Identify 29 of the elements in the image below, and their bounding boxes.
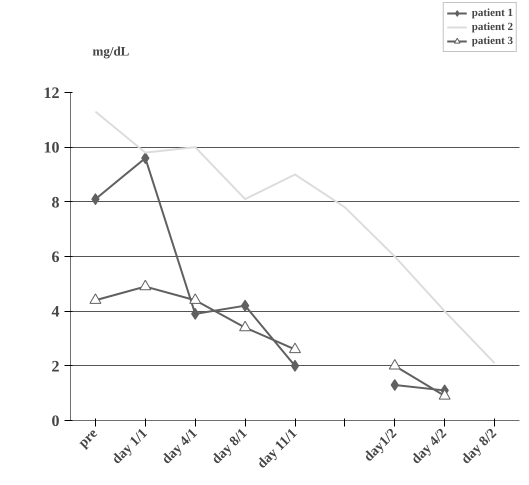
x-tick-label: day 8/2 — [458, 426, 500, 468]
y-tick-label: 6 — [52, 249, 60, 266]
x-tick-label: day 11/1 — [254, 426, 300, 472]
y-tick-label: 2 — [52, 358, 60, 376]
y-tick-label: 4 — [52, 304, 60, 321]
y-tick-label: 0 — [52, 413, 60, 430]
point — [239, 320, 252, 332]
y-tick-label: 8 — [52, 194, 60, 212]
point — [139, 280, 152, 290]
point — [388, 358, 401, 370]
point — [189, 293, 202, 304]
legend-label: patient 2 — [472, 20, 513, 34]
x-tick-label: pre — [76, 426, 101, 451]
x-tick-label: day 4/2 — [408, 426, 450, 468]
point — [438, 389, 451, 400]
line-series — [94, 110, 496, 364]
y-tick-label: 12 — [44, 85, 60, 102]
y-tick-label: 10 — [44, 140, 60, 157]
point — [89, 293, 102, 304]
x-tick-label: day 1/1 — [109, 426, 151, 468]
point — [289, 342, 301, 354]
y-axis-title: mg/dL — [92, 44, 130, 58]
x-tick-label: day 4/1 — [159, 426, 201, 468]
point — [91, 193, 100, 206]
x-tick-label: day 8/1 — [209, 426, 250, 468]
legend-label: patient 3 — [472, 34, 513, 48]
point — [240, 300, 250, 312]
point — [290, 360, 300, 372]
legend-label: patient 1 — [472, 6, 513, 20]
